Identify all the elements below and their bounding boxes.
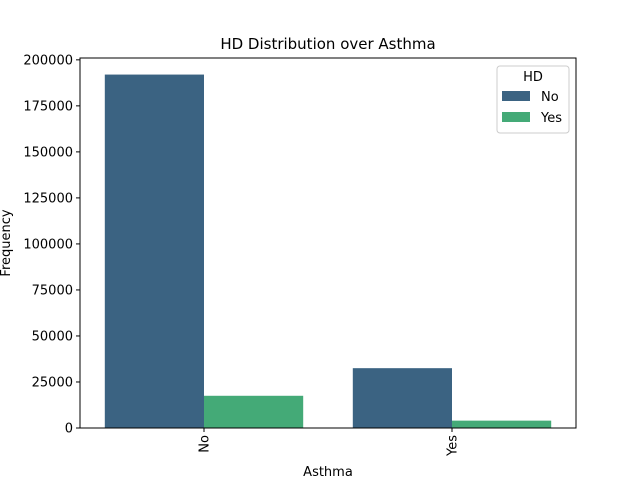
legend-swatch-no <box>502 91 530 101</box>
legend-label-yes: Yes <box>540 111 562 126</box>
y-tick-label: 75000 <box>32 283 73 298</box>
legend-swatch-yes <box>502 112 530 122</box>
plot-frame <box>79 57 577 429</box>
legend-label-no: No <box>541 90 559 105</box>
bar-yes-hd-no <box>352 368 452 428</box>
y-tick-label: 150000 <box>23 145 73 160</box>
chart-title: HD Distribution over Asthma <box>220 35 435 53</box>
y-tick-label: 100000 <box>23 237 73 252</box>
y-tick-label: 25000 <box>32 375 73 390</box>
y-tick-label: 50000 <box>32 329 73 344</box>
y-axis-ticks: 0 25000 50000 75000 100000 125000 150000 175000… <box>23 53 80 437</box>
x-axis-ticks: No Yes <box>198 428 461 457</box>
bars-layer <box>104 74 552 428</box>
legend-title: HD <box>523 70 543 85</box>
y-tick-label: 125000 <box>23 191 73 206</box>
y-tick-label: 200000 <box>23 53 73 68</box>
legend: HD No Yes <box>496 65 570 134</box>
bar-yes-hd-yes <box>452 420 552 428</box>
x-tick-label-no: No <box>198 435 213 453</box>
y-tick-label: 0 <box>65 422 73 437</box>
x-axis-label: Asthma <box>303 465 353 480</box>
y-tick-label: 175000 <box>23 99 73 114</box>
x-tick-label-yes: Yes <box>446 435 461 457</box>
bar-no-hd-no <box>104 74 204 428</box>
bar-no-hd-yes <box>204 395 304 428</box>
y-axis-label: Frequency <box>0 209 14 276</box>
